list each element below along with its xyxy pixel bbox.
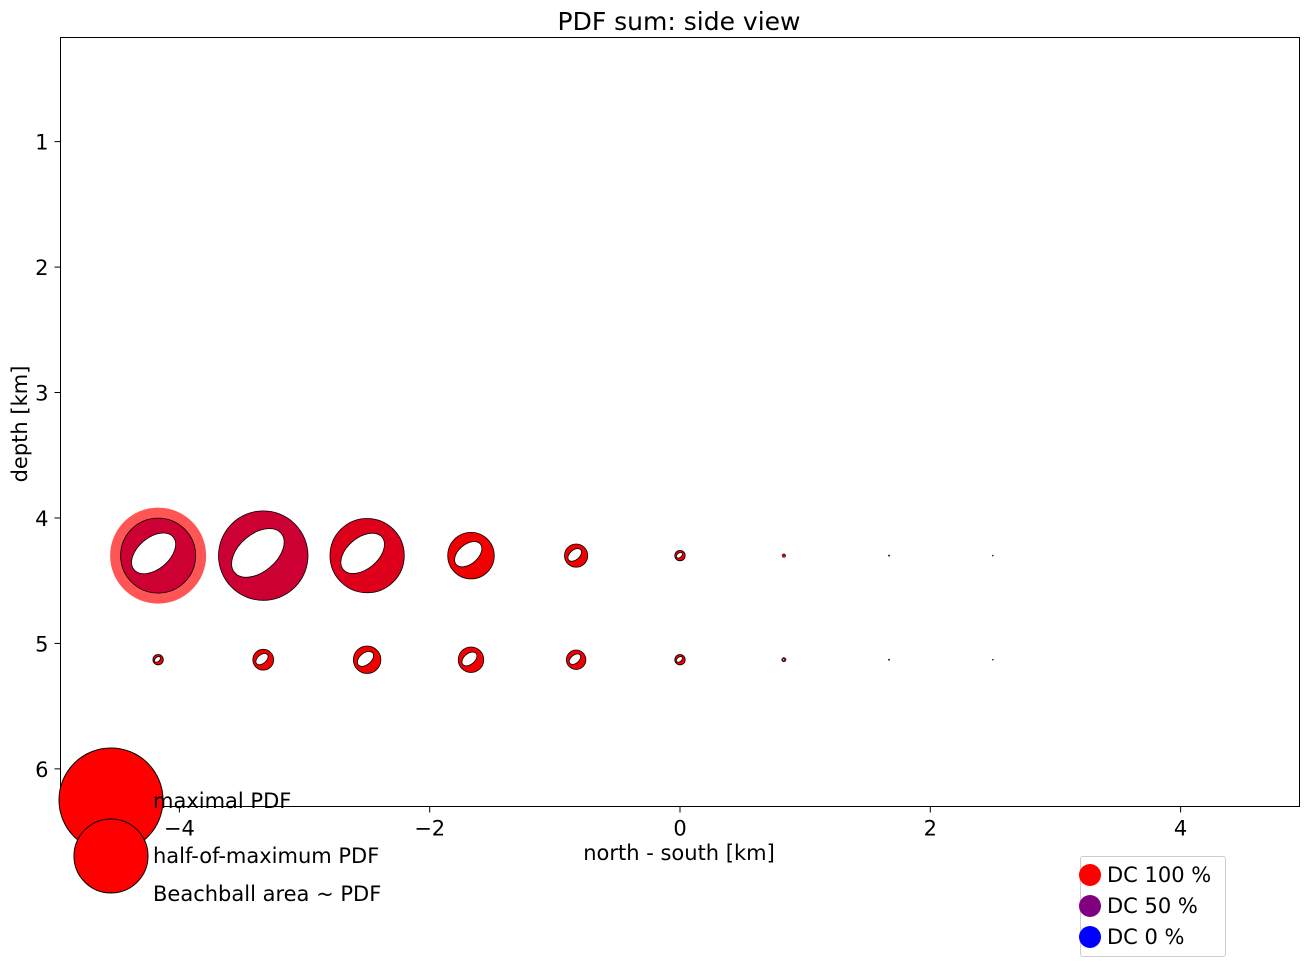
size-legend-max-label: maximal PDF — [153, 789, 291, 813]
beachball-marks — [110, 507, 994, 674]
x-tick-label: 4 — [1174, 817, 1187, 841]
legend-swatch-dc-50 — [1079, 895, 1101, 917]
size-legend: maximal PDF half-of-maximum PDF Beachbal… — [58, 747, 381, 906]
beachball-depth1-point3 — [329, 518, 405, 594]
size-legend-note: Beachball area ~ PDF — [153, 882, 381, 906]
beachball-dilatational — [781, 657, 786, 662]
beachball-depth2-point4 — [457, 646, 485, 673]
beachball-dilatational — [231, 528, 285, 578]
y-tick-label: 1 — [35, 131, 48, 155]
beachball-dilatational — [356, 651, 374, 667]
legend-item-dc-0: DC 0 % — [1079, 922, 1185, 952]
beachball-depth2-point8 — [888, 658, 890, 661]
beachball-dilatational — [340, 532, 385, 574]
beachball-depth2-point3 — [352, 645, 382, 674]
beachball-compressional — [992, 554, 994, 557]
beachball-depth1-point2 — [218, 510, 309, 601]
y-tick-label: 5 — [35, 632, 48, 656]
beachball-compressional — [888, 554, 890, 557]
x-axis-label: north - south [km] — [583, 841, 775, 865]
beachball-dilatational — [675, 656, 683, 663]
y-tick-label: 6 — [35, 758, 48, 782]
x-tick-label: 0 — [673, 817, 686, 841]
beachball-depth1-point4 — [447, 531, 495, 580]
dc-color-legend: DC 100 % DC 50 % DC 0 % — [1079, 856, 1226, 957]
beachball-dilatational — [461, 651, 478, 667]
beachball-dilatational — [567, 548, 582, 562]
beachball-depth2-point7 — [781, 657, 787, 663]
beachball-dilatational — [454, 541, 483, 568]
legend-label-dc-0: DC 0 % — [1107, 925, 1185, 949]
y-tick-label: 3 — [35, 382, 48, 406]
x-tick-label: −2 — [414, 817, 445, 841]
legend-item-dc-50: DC 50 % — [1079, 891, 1198, 921]
y-tick-label: 4 — [35, 507, 48, 531]
beachball-depth1-point1 — [110, 507, 207, 604]
beachball-depth2-point1 — [152, 654, 164, 666]
beachball-compressional — [781, 553, 786, 558]
beachball-depth1-point6 — [674, 550, 686, 562]
beachball-depth1-point8 — [888, 554, 890, 557]
beachball-dilatational — [675, 552, 683, 559]
beachball-depth1-point7 — [781, 553, 786, 558]
x-tick-label: −4 — [164, 817, 195, 841]
beachball-depth2-point9 — [992, 658, 994, 661]
chart-title: PDF sum: side view — [558, 7, 801, 36]
legend-item-dc-100: DC 100 % — [1079, 860, 1212, 890]
legend-label-dc-50: DC 50 % — [1107, 894, 1198, 918]
beachball-compressional — [888, 658, 890, 661]
legend-label-dc-100: DC 100 % — [1107, 863, 1212, 887]
beachball-compressional — [992, 658, 994, 661]
legend-swatch-dc-0 — [1079, 926, 1101, 948]
beachball-dilatational — [568, 653, 582, 665]
beachball-depth2-point2 — [252, 648, 275, 671]
beachball-dilatational — [131, 532, 177, 575]
size-legend-half-ball — [73, 818, 149, 894]
beachball-depth2-point6 — [674, 654, 686, 666]
y-axis-label: depth [km] — [8, 366, 32, 483]
legend-swatch-dc-100 — [1079, 864, 1101, 886]
axes: −4 −2 0 2 4 1 2 3 4 5 6 — [35, 131, 1187, 841]
y-tick-label: 2 — [35, 256, 48, 280]
size-legend-half-label: half-of-maximum PDF — [153, 844, 379, 868]
beachball-depth2-point5 — [565, 649, 587, 670]
beachball-depth1-point5 — [564, 543, 589, 568]
beachball-dilatational — [154, 656, 161, 663]
x-tick-label: 2 — [924, 817, 937, 841]
beachball-depth1-point9 — [992, 554, 994, 557]
beachball-dilatational — [255, 653, 269, 666]
